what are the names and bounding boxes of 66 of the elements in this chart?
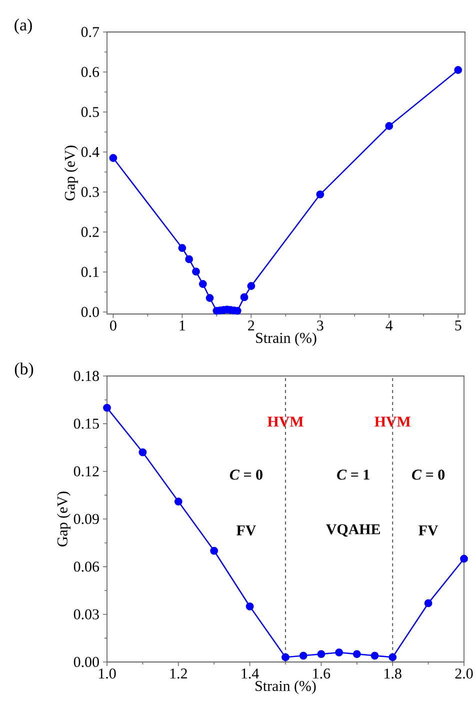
point xyxy=(454,66,462,74)
point xyxy=(352,650,361,658)
point xyxy=(198,280,207,288)
point xyxy=(138,448,147,456)
x-tick-label: 1.4 xyxy=(242,668,259,679)
y-tick-label: 0.15 xyxy=(74,418,99,429)
y-tick-label: 0.03 xyxy=(74,609,99,620)
point xyxy=(317,650,326,658)
point xyxy=(335,648,343,656)
point xyxy=(385,122,394,130)
x-tick-label: 1.8 xyxy=(384,668,402,679)
x-tick-label: 4 xyxy=(386,320,393,330)
annotation: VQAHE xyxy=(326,524,380,537)
point xyxy=(206,294,214,302)
y-tick-label: 0.5 xyxy=(81,106,99,118)
x-axis-title: Strain (%) xyxy=(256,332,316,346)
point xyxy=(109,154,118,162)
x-tick-label: 2.0 xyxy=(455,668,473,679)
point xyxy=(103,404,111,412)
y-tick-label: 0.7 xyxy=(81,26,100,38)
y-tick-label: 0.00 xyxy=(74,656,99,668)
y-tick-label: 0.12 xyxy=(74,466,99,476)
y-axis-title: Gap (eV) xyxy=(64,146,78,200)
point xyxy=(178,244,186,252)
ref-line-label: HVM xyxy=(374,416,410,427)
point xyxy=(246,602,254,610)
point xyxy=(388,653,397,662)
point xyxy=(424,599,432,608)
y-tick-label: 0.6 xyxy=(81,66,100,78)
point xyxy=(192,268,200,276)
x-axis-title: Strain (%) xyxy=(256,680,316,694)
annotation: C = 0 xyxy=(230,470,262,480)
ref-line-label: HVM xyxy=(267,416,304,427)
y-tick-label: 0.1 xyxy=(81,266,99,278)
text: (b) xyxy=(14,362,34,378)
y-tick-label: 0.2 xyxy=(81,226,99,238)
annotation: FV xyxy=(418,525,438,536)
y-tick-label: 0.0 xyxy=(81,306,99,318)
point xyxy=(240,293,248,302)
text: (a) xyxy=(14,18,32,34)
point xyxy=(299,652,308,660)
point xyxy=(247,282,256,290)
annotation: C = 0 xyxy=(412,470,445,480)
y-axis-title: Gap (eV) xyxy=(56,492,70,546)
y-tick-label: 0.18 xyxy=(74,370,99,382)
point xyxy=(210,546,218,555)
y-tick-label: 0.3 xyxy=(81,186,99,198)
x-tick-label: 1.2 xyxy=(170,668,187,679)
y-tick-label: 0.06 xyxy=(74,562,100,572)
point xyxy=(370,652,379,660)
point xyxy=(282,653,290,662)
y-tick-label: 0.4 xyxy=(81,146,100,158)
x-tick-label: 1 xyxy=(180,320,186,330)
x-tick-label: 5 xyxy=(455,320,462,330)
point xyxy=(174,498,182,506)
annotation: C = 1 xyxy=(337,470,370,480)
annotation: FV xyxy=(236,525,256,536)
x-tick-label: 3 xyxy=(317,320,324,331)
x-tick-label: 0 xyxy=(110,320,116,331)
x-tick-label: 2 xyxy=(248,320,254,330)
point xyxy=(316,190,324,198)
point xyxy=(185,255,194,264)
y-tick-label: 0.09 xyxy=(74,514,99,524)
point xyxy=(460,554,468,563)
x-tick-label: 1.0 xyxy=(98,668,116,679)
x-tick-label: 1.6 xyxy=(313,668,330,679)
